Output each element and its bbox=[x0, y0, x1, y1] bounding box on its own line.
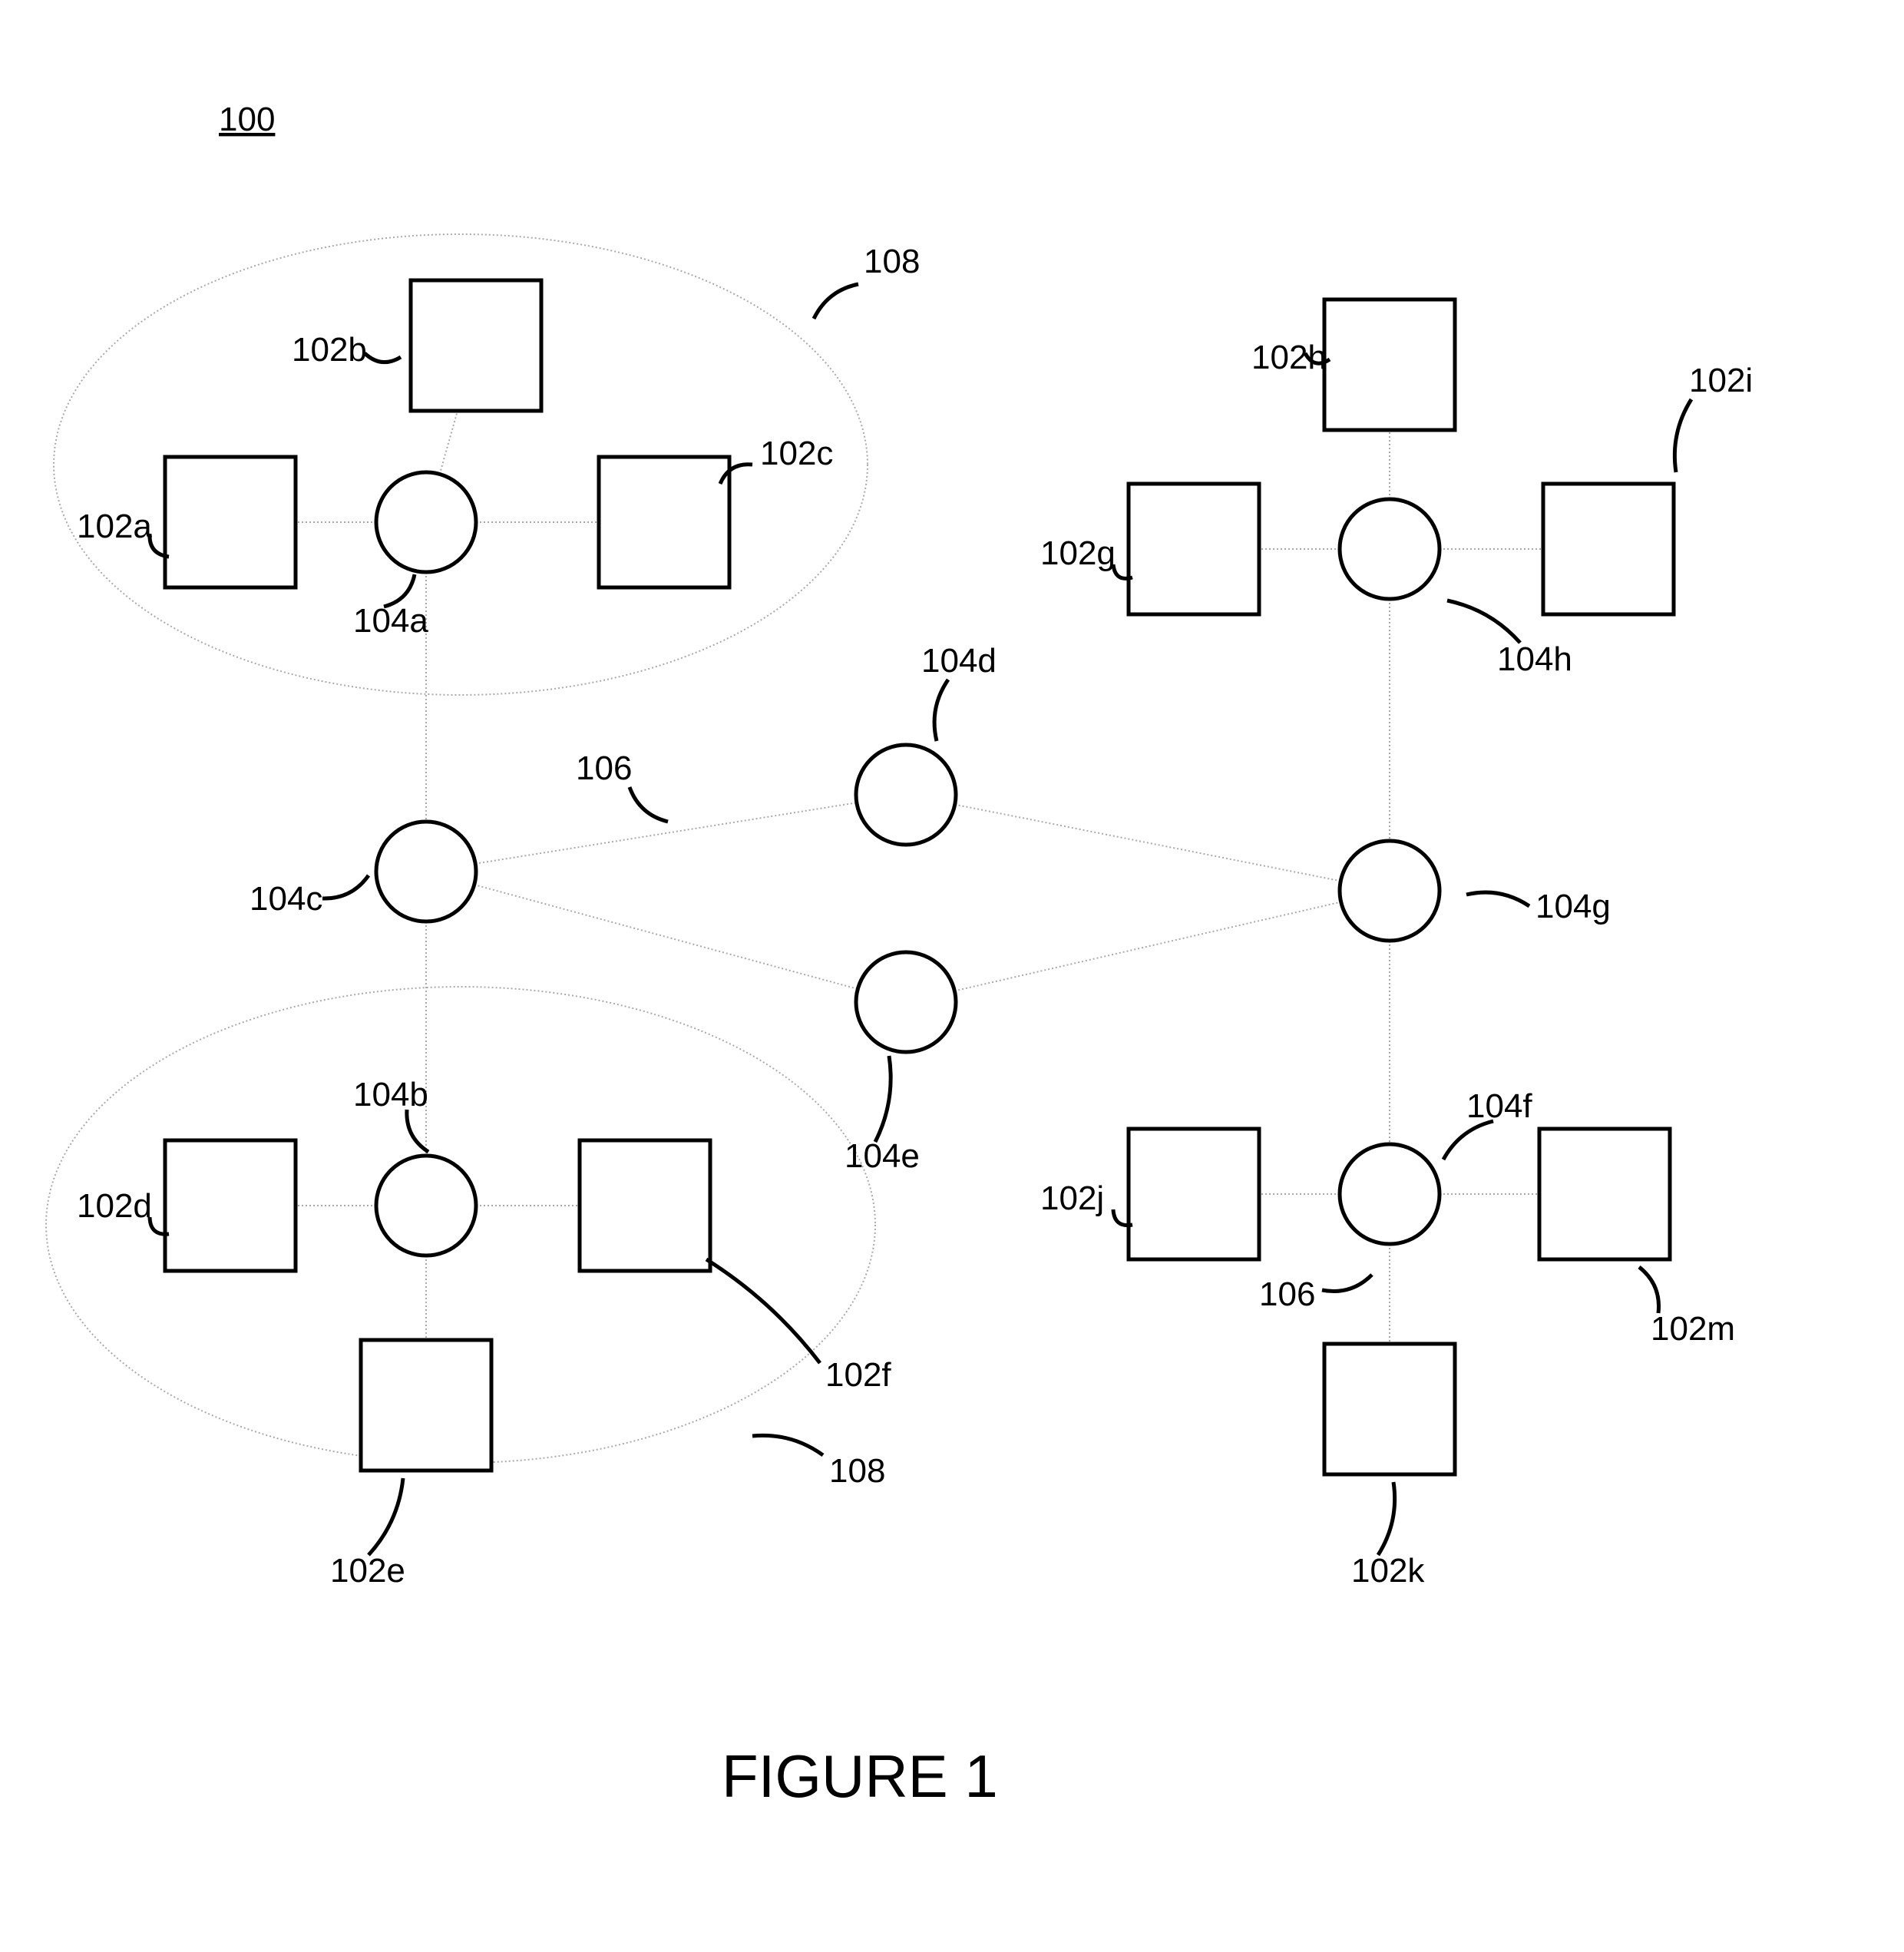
label-104a: 104a bbox=[353, 602, 428, 640]
leader-line bbox=[875, 1056, 891, 1142]
label-104e: 104e bbox=[845, 1137, 920, 1175]
leader-line bbox=[630, 787, 668, 822]
label-102c: 102c bbox=[760, 435, 833, 472]
edge bbox=[954, 902, 1340, 991]
label-104g: 104g bbox=[1535, 888, 1611, 925]
label-102m: 102m bbox=[1651, 1310, 1735, 1348]
circle-node-104c bbox=[376, 822, 476, 921]
edge bbox=[474, 885, 858, 989]
label-102g: 102g bbox=[1040, 534, 1116, 572]
label-104c: 104c bbox=[250, 880, 322, 918]
label-102f: 102f bbox=[825, 1356, 891, 1394]
leader-line bbox=[814, 284, 858, 319]
square-node-102f bbox=[580, 1140, 710, 1271]
square-node-102a bbox=[165, 457, 296, 587]
circle-node-104a bbox=[376, 472, 476, 572]
leader-line bbox=[1322, 1275, 1372, 1292]
leader-line bbox=[1378, 1482, 1395, 1555]
circle-node-104b bbox=[376, 1156, 476, 1256]
label-104f: 104f bbox=[1466, 1087, 1532, 1125]
square-node-102d bbox=[165, 1140, 296, 1271]
square-node-102c bbox=[599, 457, 729, 587]
edge bbox=[440, 411, 458, 474]
circle-node-104e bbox=[856, 952, 956, 1052]
circle-node-104h bbox=[1340, 499, 1440, 599]
leader-line bbox=[934, 680, 948, 741]
label-102d: 102d bbox=[77, 1187, 152, 1225]
label-108: 108 bbox=[829, 1452, 885, 1490]
figure-caption: FIGURE 1 bbox=[722, 1742, 998, 1810]
label-102i: 102i bbox=[1689, 362, 1753, 399]
label-104d: 104d bbox=[921, 642, 997, 680]
label-102e: 102e bbox=[330, 1552, 405, 1590]
square-node-102j bbox=[1129, 1129, 1259, 1259]
label-102h: 102h bbox=[1251, 339, 1327, 376]
square-node-102e bbox=[361, 1340, 491, 1471]
square-node-102i bbox=[1543, 484, 1674, 614]
circle-node-104f bbox=[1340, 1144, 1440, 1244]
leader-line bbox=[1443, 1121, 1493, 1160]
label-104h: 104h bbox=[1497, 640, 1572, 678]
leader-line bbox=[407, 1110, 428, 1152]
leader-line bbox=[1639, 1267, 1659, 1313]
square-node-102b bbox=[411, 280, 541, 411]
square-node-102g bbox=[1129, 484, 1259, 614]
edge bbox=[475, 802, 857, 863]
leader-line bbox=[1674, 399, 1691, 472]
leader-line bbox=[1466, 892, 1529, 906]
label-102j: 102j bbox=[1040, 1179, 1104, 1217]
label-102k: 102k bbox=[1351, 1552, 1425, 1590]
label-102b: 102b bbox=[292, 331, 367, 369]
edge bbox=[955, 805, 1340, 882]
leader-line bbox=[322, 875, 369, 898]
label-102a: 102a bbox=[77, 508, 152, 545]
network-diagram: 104a 104b 104c 104d 104e 104g 104h 104f 102a 102b… bbox=[0, 0, 1904, 1952]
leader-line bbox=[1447, 600, 1520, 643]
leader-line bbox=[369, 1478, 403, 1555]
circle-node-104g bbox=[1340, 841, 1440, 941]
leader-line bbox=[752, 1435, 823, 1455]
leader-line bbox=[706, 1259, 820, 1363]
leader-line bbox=[365, 353, 401, 362]
circle-node-104d bbox=[856, 745, 956, 845]
square-node-102m bbox=[1539, 1129, 1670, 1259]
figure-ref-number: 100 bbox=[219, 101, 275, 138]
label-106: 106 bbox=[576, 749, 632, 787]
label-108: 108 bbox=[864, 243, 920, 280]
label-104b: 104b bbox=[353, 1076, 428, 1113]
square-node-102k bbox=[1324, 1344, 1455, 1474]
label-106: 106 bbox=[1259, 1275, 1315, 1313]
square-node-102h bbox=[1324, 299, 1455, 430]
